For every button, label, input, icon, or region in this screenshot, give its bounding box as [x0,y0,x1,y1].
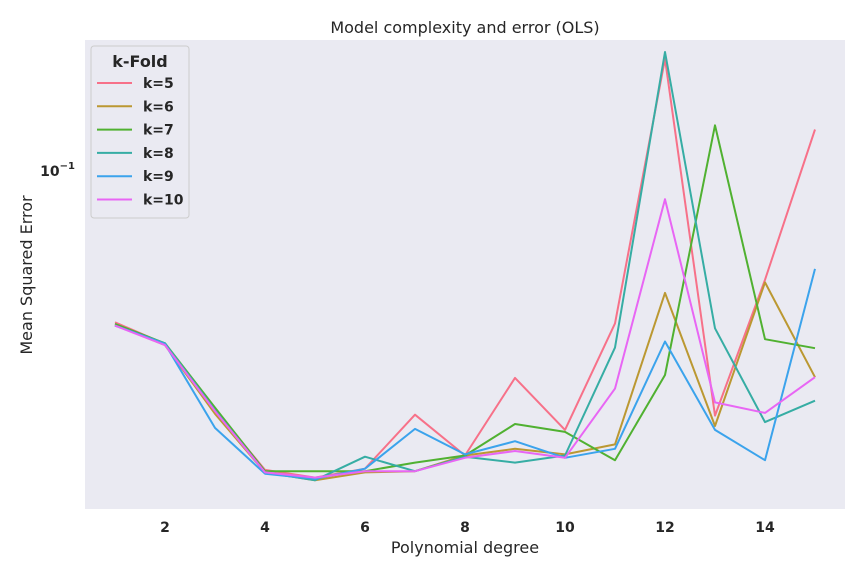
x-tick-label: 8 [460,520,470,536]
legend-label: k=10 [143,193,184,209]
x-tick-label: 10 [555,520,575,536]
legend-items: k=5 k=6 k=7 k=8 k=9 k=10 [97,76,184,209]
legend-label: k=8 [143,146,174,162]
x-tick-label: 4 [260,520,270,536]
y-axis-label: Mean Squared Error [17,195,36,355]
x-tick-label: 14 [755,520,775,536]
legend-label: k=9 [143,169,174,185]
x-axis-label: Polynomial degree [391,538,539,557]
legend-label: k=6 [143,99,174,115]
legend-title: k-Fold [112,52,168,71]
y-tick-label: 10−1 [40,161,75,180]
series-line-k-9 [114,268,816,480]
legend: k-Fold k=5 k=6 k=7 k=8 k=9 k=10 [90,45,190,219]
x-tick-labels: 2 4 6 8 10 12 14 [160,520,775,536]
series-line-k-7 [114,124,816,473]
y-tick-exponent: −1 [60,161,75,172]
x-tick-label: 12 [655,520,674,536]
legend-label: k=7 [143,123,174,139]
series-line-k-10 [114,198,816,479]
x-tick-label: 2 [160,520,170,536]
series-lines [114,51,816,482]
chart-title: Model complexity and error (OLS) [330,18,599,37]
legend-box [90,45,190,219]
x-tick-label: 6 [360,520,370,536]
legend-label: k=5 [143,76,174,92]
